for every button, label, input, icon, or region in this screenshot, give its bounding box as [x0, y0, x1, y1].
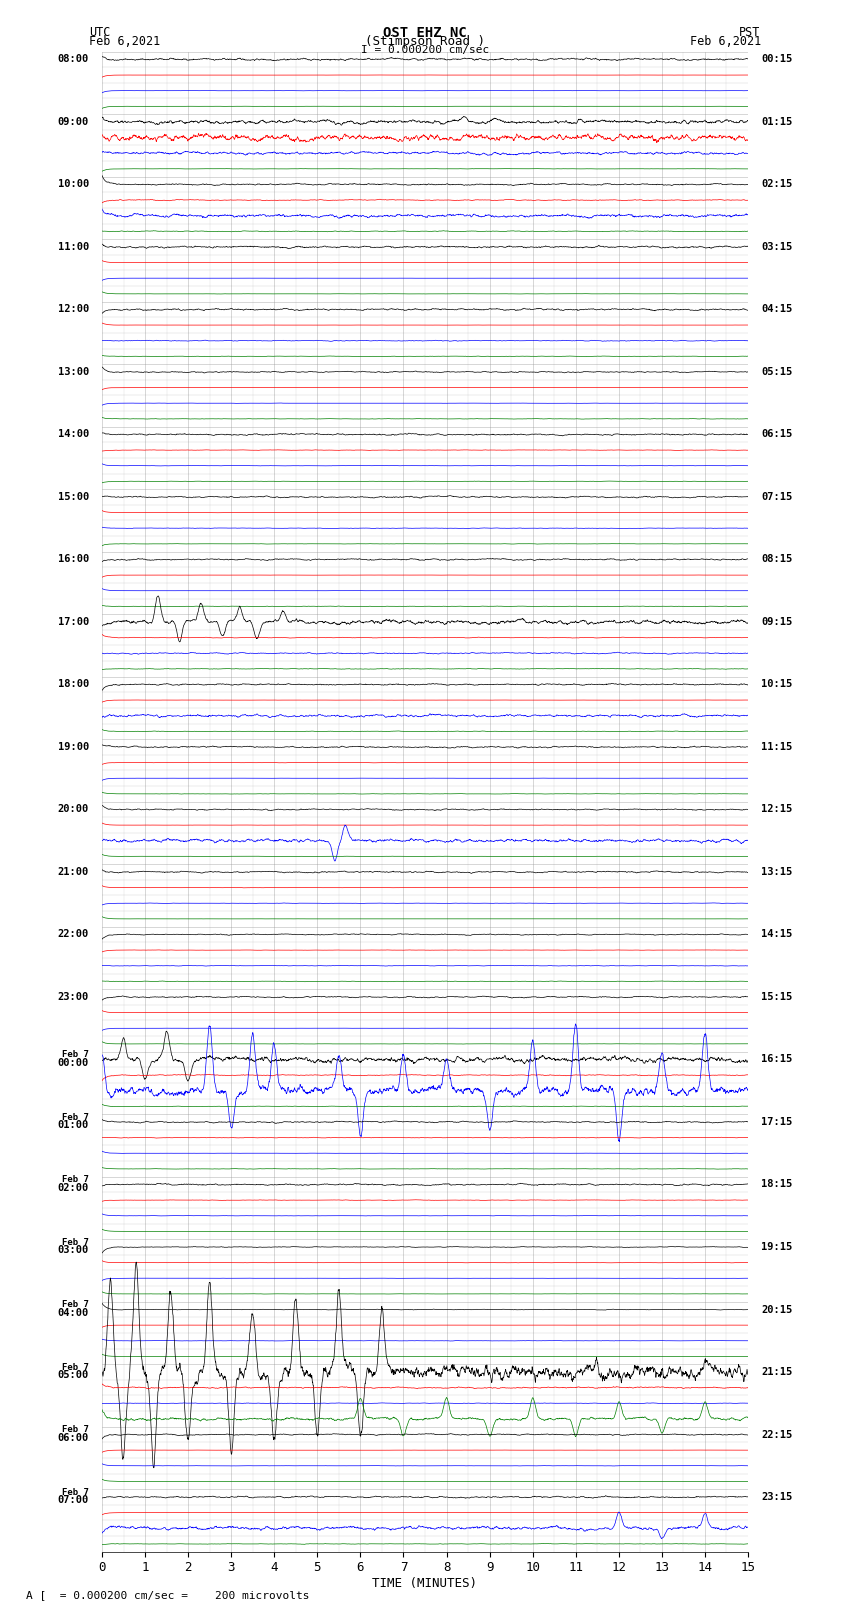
Text: 05:00: 05:00 — [58, 1369, 89, 1381]
Text: UTC: UTC — [89, 26, 110, 39]
Text: 19:15: 19:15 — [761, 1242, 792, 1252]
Text: A [  = 0.000200 cm/sec =    200 microvolts: A [ = 0.000200 cm/sec = 200 microvolts — [26, 1590, 309, 1600]
Text: 07:15: 07:15 — [761, 492, 792, 502]
Text: 15:15: 15:15 — [761, 992, 792, 1002]
Text: 07:00: 07:00 — [58, 1495, 89, 1505]
Text: Feb 7: Feb 7 — [62, 1487, 89, 1497]
Text: 10:00: 10:00 — [58, 179, 89, 189]
Text: 09:00: 09:00 — [58, 116, 89, 127]
Text: 17:00: 17:00 — [58, 616, 89, 627]
Text: 21:00: 21:00 — [58, 866, 89, 877]
Text: 05:15: 05:15 — [761, 366, 792, 377]
Text: OST EHZ NC: OST EHZ NC — [383, 26, 467, 40]
Text: 10:15: 10:15 — [761, 679, 792, 689]
Text: 02:00: 02:00 — [58, 1182, 89, 1192]
Text: 08:00: 08:00 — [58, 55, 89, 65]
Text: Feb 7: Feb 7 — [62, 1113, 89, 1121]
Text: 16:00: 16:00 — [58, 555, 89, 565]
Text: 09:15: 09:15 — [761, 616, 792, 627]
Text: 19:00: 19:00 — [58, 742, 89, 752]
Text: 00:00: 00:00 — [58, 1058, 89, 1068]
Text: 13:15: 13:15 — [761, 866, 792, 877]
Text: 03:15: 03:15 — [761, 242, 792, 252]
Text: Feb 7: Feb 7 — [62, 1363, 89, 1371]
Text: 21:15: 21:15 — [761, 1366, 792, 1378]
Text: 04:15: 04:15 — [761, 305, 792, 315]
Text: Feb 7: Feb 7 — [62, 1237, 89, 1247]
Text: (Stimpson Road ): (Stimpson Road ) — [365, 35, 485, 48]
Text: 22:15: 22:15 — [761, 1429, 792, 1439]
Text: 12:15: 12:15 — [761, 805, 792, 815]
Text: Feb 7: Feb 7 — [62, 1050, 89, 1060]
Text: 22:00: 22:00 — [58, 929, 89, 939]
Text: 18:00: 18:00 — [58, 679, 89, 689]
Text: Feb 7: Feb 7 — [62, 1426, 89, 1434]
Text: 15:00: 15:00 — [58, 492, 89, 502]
Text: 01:00: 01:00 — [58, 1119, 89, 1131]
Text: 11:00: 11:00 — [58, 242, 89, 252]
Text: 18:15: 18:15 — [761, 1179, 792, 1189]
Text: 13:00: 13:00 — [58, 366, 89, 377]
Text: Feb 6,2021: Feb 6,2021 — [89, 35, 161, 48]
Text: 04:00: 04:00 — [58, 1308, 89, 1318]
Text: 11:15: 11:15 — [761, 742, 792, 752]
Text: Feb 7: Feb 7 — [62, 1176, 89, 1184]
Text: 17:15: 17:15 — [761, 1116, 792, 1127]
Text: PST: PST — [740, 26, 761, 39]
Text: 02:15: 02:15 — [761, 179, 792, 189]
Text: 20:15: 20:15 — [761, 1305, 792, 1315]
Text: Feb 7: Feb 7 — [62, 1300, 89, 1310]
Text: 16:15: 16:15 — [761, 1055, 792, 1065]
Text: 23:15: 23:15 — [761, 1492, 792, 1502]
Text: 20:00: 20:00 — [58, 805, 89, 815]
Text: Feb 6,2021: Feb 6,2021 — [689, 35, 761, 48]
Text: 06:15: 06:15 — [761, 429, 792, 439]
Text: 23:00: 23:00 — [58, 992, 89, 1002]
Text: 00:15: 00:15 — [761, 55, 792, 65]
Text: 01:15: 01:15 — [761, 116, 792, 127]
X-axis label: TIME (MINUTES): TIME (MINUTES) — [372, 1578, 478, 1590]
Text: 14:15: 14:15 — [761, 929, 792, 939]
Text: 06:00: 06:00 — [58, 1432, 89, 1442]
Text: 12:00: 12:00 — [58, 305, 89, 315]
Text: I = 0.000200 cm/sec: I = 0.000200 cm/sec — [361, 45, 489, 55]
Text: 08:15: 08:15 — [761, 555, 792, 565]
Text: 03:00: 03:00 — [58, 1245, 89, 1255]
Text: 14:00: 14:00 — [58, 429, 89, 439]
